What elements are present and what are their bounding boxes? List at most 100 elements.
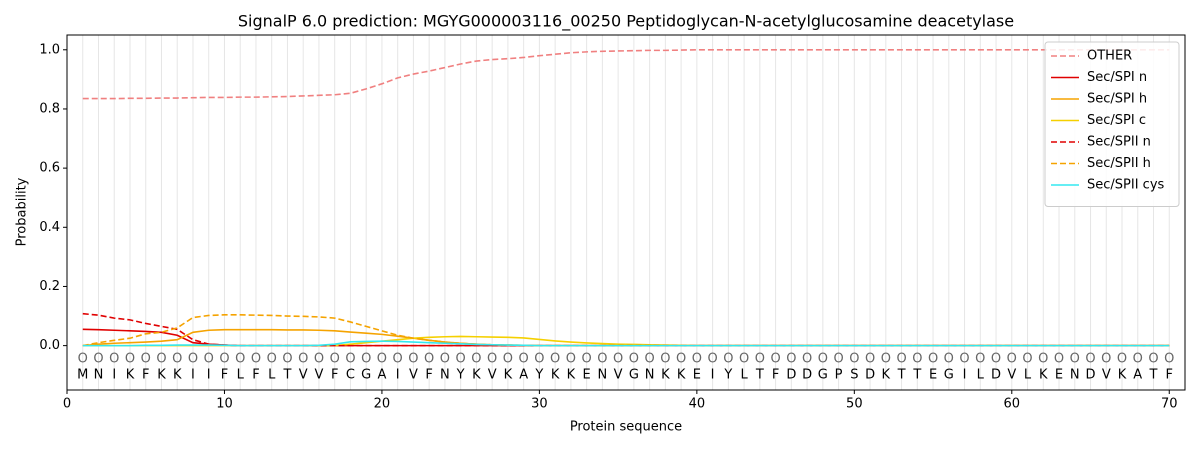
residue-label: A — [519, 368, 528, 383]
predicted-label: O — [471, 351, 481, 366]
x-tick-label: 10 — [216, 397, 233, 412]
predicted-label: O — [959, 351, 969, 366]
series-line — [82, 328, 1170, 347]
residue-label: K — [551, 368, 560, 383]
predicted-label: O — [629, 351, 639, 366]
residue-label: K — [472, 368, 481, 383]
predicted-label: O — [597, 351, 607, 366]
predicted-label: O — [78, 351, 88, 366]
residue-label: V — [299, 368, 308, 383]
predicted-label: O — [503, 351, 513, 366]
predicted-label: O — [204, 351, 214, 366]
residue-label: D — [802, 368, 812, 383]
series-line — [82, 340, 1170, 347]
residue-label: S — [850, 368, 858, 383]
residue-label: N — [645, 368, 655, 383]
residue-label: D — [865, 368, 875, 383]
predicted-label: O — [1022, 351, 1032, 366]
residue-label: D — [786, 368, 796, 383]
predicted-label: O — [566, 351, 576, 366]
residue-label: L — [1024, 368, 1032, 383]
residue-label: I — [963, 368, 967, 383]
predicted-label: O — [1117, 351, 1127, 366]
predicted-label: O — [849, 351, 859, 366]
legend-label: Sec/SPI n — [1087, 70, 1147, 85]
residue-label: N — [94, 368, 104, 383]
predicted-label: O — [267, 351, 277, 366]
predicted-label: O — [393, 351, 403, 366]
y-tick-label: 0.2 — [39, 279, 60, 294]
residue-label: N — [598, 368, 608, 383]
x-tick-label: 20 — [374, 397, 391, 412]
predicted-label: O — [786, 351, 796, 366]
legend-label: OTHER — [1087, 49, 1132, 64]
y-tick-label: 1.0 — [39, 42, 60, 57]
predicted-label: O — [125, 351, 135, 366]
legend-label: Sec/SPII cys — [1087, 178, 1165, 193]
predicted-label: O — [1007, 351, 1017, 366]
predicted-label: O — [928, 351, 938, 366]
predicted-label: O — [818, 351, 828, 366]
residue-label: K — [567, 368, 576, 383]
predicted-label: O — [534, 351, 544, 366]
y-axis-label: Probability — [15, 177, 30, 246]
residue-label: V — [488, 368, 497, 383]
predicted-label: O — [1101, 351, 1111, 366]
residue-label: V — [1007, 368, 1016, 383]
chart-title: SignalP 6.0 prediction: MGYG000003116_00… — [238, 12, 1014, 32]
predicted-label: O — [1133, 351, 1143, 366]
predicted-label: O — [1070, 351, 1080, 366]
x-tick-label: 0 — [63, 397, 71, 412]
residue-label: K — [126, 368, 135, 383]
predicted-label: O — [298, 351, 308, 366]
predicted-label: O — [1038, 351, 1048, 366]
legend-label: Sec/SPI c — [1087, 113, 1146, 128]
x-tick-label: 50 — [846, 397, 863, 412]
series-line — [82, 335, 1170, 347]
predicted-label: O — [219, 351, 229, 366]
series-line — [82, 328, 1170, 347]
predicted-label: O — [896, 351, 906, 366]
predicted-label: O — [314, 351, 324, 366]
residue-label: G — [361, 368, 371, 383]
residue-label: V — [1102, 368, 1111, 383]
predicted-label: O — [456, 351, 466, 366]
predicted-label: O — [172, 351, 182, 366]
predicted-label: O — [881, 351, 891, 366]
x-tick-label: 70 — [1161, 397, 1178, 412]
residue-label: K — [882, 368, 891, 383]
residue-label: G — [944, 368, 954, 383]
residue-label: K — [1118, 368, 1127, 383]
series-line — [82, 48, 1170, 100]
residue-label: V — [314, 368, 323, 383]
residue-label: K — [1039, 368, 1048, 383]
residue-label: L — [237, 368, 245, 383]
residue-label: F — [1166, 368, 1173, 383]
residue-label: K — [661, 368, 670, 383]
residue-label: I — [191, 368, 195, 383]
residue-label: T — [755, 368, 764, 383]
residue-label: K — [157, 368, 166, 383]
residue-label: E — [1055, 368, 1063, 383]
residue-label: K — [677, 368, 686, 383]
residue-label: F — [772, 368, 779, 383]
residue-label: I — [207, 368, 211, 383]
residue-label: Y — [534, 368, 543, 383]
predicted-label: O — [519, 351, 529, 366]
predicted-label: O — [188, 351, 198, 366]
y-tick-label: 0.0 — [39, 338, 60, 353]
residue-label: F — [331, 368, 338, 383]
residue-label: K — [504, 368, 513, 383]
residue-label: Y — [723, 368, 732, 383]
predicted-label: O — [865, 351, 875, 366]
predicted-label: O — [487, 351, 497, 366]
x-tick-label: 60 — [1004, 397, 1021, 412]
predicted-label: O — [377, 351, 387, 366]
residue-label: A — [1133, 368, 1142, 383]
residue-label: T — [282, 368, 291, 383]
residue-label: Y — [456, 368, 465, 383]
predicted-label: O — [330, 351, 340, 366]
predicted-label: O — [1085, 351, 1095, 366]
predicted-label: O — [1148, 351, 1158, 366]
y-tick-label: 0.4 — [39, 220, 60, 235]
